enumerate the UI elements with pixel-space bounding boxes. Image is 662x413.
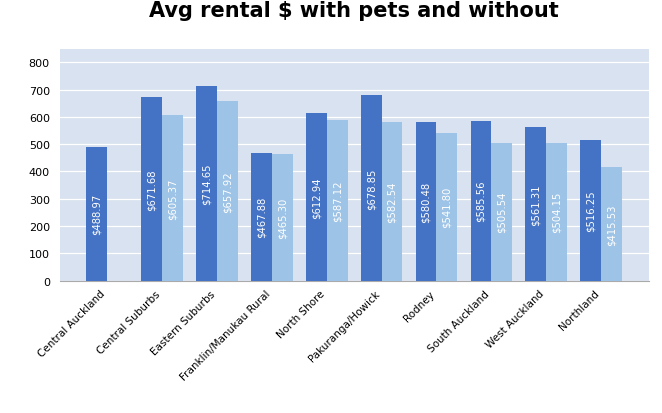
Text: $585.56: $585.56 <box>476 180 486 222</box>
Text: $714.65: $714.65 <box>201 163 212 204</box>
Text: $582.54: $582.54 <box>387 181 397 222</box>
Text: $488.97: $488.97 <box>92 194 102 235</box>
Bar <box>581 140 601 281</box>
Text: $657.92: $657.92 <box>222 171 232 212</box>
Text: $516.25: $516.25 <box>586 190 596 231</box>
Text: $541.80: $541.80 <box>442 187 452 228</box>
Bar <box>217 102 238 281</box>
Text: $467.88: $467.88 <box>256 197 266 238</box>
Bar <box>526 128 546 281</box>
Bar <box>381 122 402 281</box>
Text: $671.68: $671.68 <box>147 169 157 210</box>
Bar <box>491 143 512 281</box>
Bar <box>327 121 348 281</box>
Bar <box>196 86 217 281</box>
Bar <box>141 98 162 281</box>
Bar <box>251 154 272 281</box>
Bar <box>416 123 436 281</box>
Bar <box>361 96 381 281</box>
Bar <box>436 133 457 281</box>
Bar <box>86 148 107 281</box>
Text: $678.85: $678.85 <box>366 168 376 209</box>
Text: $505.54: $505.54 <box>496 191 507 233</box>
Text: $580.48: $580.48 <box>421 181 431 222</box>
Bar <box>306 114 327 281</box>
Text: $415.53: $415.53 <box>606 204 616 245</box>
Text: $465.30: $465.30 <box>277 197 287 238</box>
Text: $504.15: $504.15 <box>551 192 561 233</box>
Text: $605.37: $605.37 <box>167 178 177 219</box>
Bar <box>162 116 183 281</box>
Text: $561.31: $561.31 <box>531 184 541 225</box>
Bar <box>272 154 293 281</box>
Text: $587.12: $587.12 <box>332 180 342 222</box>
Title: Avg rental $ with pets and without: Avg rental $ with pets and without <box>150 1 559 21</box>
Bar <box>601 168 622 281</box>
Text: $612.94: $612.94 <box>311 177 321 218</box>
Bar <box>471 121 491 281</box>
Bar <box>546 144 567 281</box>
